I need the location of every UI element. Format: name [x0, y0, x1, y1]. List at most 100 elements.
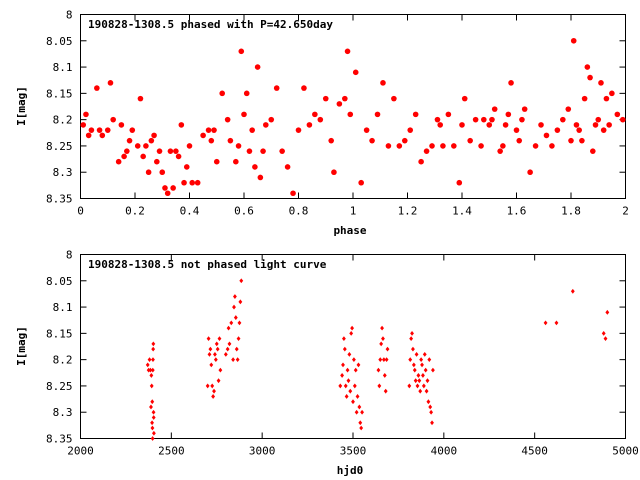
unphased-data-point: [239, 278, 244, 284]
phased-data-point: [80, 122, 87, 128]
phased-data-point: [145, 169, 152, 176]
unphased-data-point: [237, 320, 242, 326]
phased-x-tick-label: 1.6: [507, 205, 527, 218]
phased-data-points: [80, 37, 626, 197]
unphased-data-point: [412, 367, 417, 373]
unphased-data-point: [214, 341, 219, 347]
phased-data-point: [456, 179, 463, 186]
unphased-data-point: [605, 309, 610, 315]
phased-data-point: [440, 143, 446, 149]
phased-data-point: [554, 127, 561, 133]
phased-data-point: [88, 127, 95, 133]
unphased-data-point: [418, 388, 423, 394]
phased-data-point: [219, 90, 225, 97]
phased-data-point: [407, 127, 414, 133]
unphased-data-point: [151, 346, 156, 352]
unphased-data-point: [340, 373, 345, 378]
phased-data-point: [369, 137, 375, 144]
phased-x-tick-label: 1.2: [398, 205, 418, 218]
phased-data-point: [614, 111, 621, 118]
phased-data-point: [538, 122, 544, 128]
phased-data-point: [170, 185, 176, 191]
phased-data-point: [527, 169, 533, 176]
unphased-data-point: [342, 346, 347, 352]
phased-data-point: [418, 158, 424, 165]
unphased-data-point: [150, 436, 155, 441]
phased-data-point: [151, 132, 157, 139]
unphased-data-point: [218, 367, 223, 373]
phased-data-point: [342, 95, 348, 102]
phased-data-point: [472, 116, 479, 123]
unphased-x-tick-label: 2000: [67, 445, 94, 458]
phased-data-point: [205, 127, 212, 133]
unphased-y-tick-label: 8.35: [46, 433, 73, 446]
phased-data-point: [83, 111, 89, 118]
unphased-data-point: [350, 325, 355, 331]
phased-data-point: [238, 48, 245, 55]
phased-data-point: [391, 95, 397, 102]
phased-x-tick-label: 0.6: [234, 205, 254, 218]
phased-data-point: [500, 143, 506, 149]
phased-data-point: [401, 137, 408, 144]
phased-x-axis-label: phase: [333, 224, 366, 237]
unphased-data-point: [150, 367, 155, 373]
phased-data-point: [167, 148, 174, 154]
unphased-data-point: [429, 409, 434, 415]
unphased-data-point: [151, 341, 156, 347]
phased-data-point: [352, 69, 359, 76]
phased-data-point: [164, 190, 171, 197]
phased-y-tick-label: 8.15: [46, 87, 73, 100]
unphased-data-point: [382, 373, 387, 378]
unphased-data-point: [413, 378, 418, 384]
phased-data-point: [178, 122, 185, 128]
unphased-data-point: [570, 288, 575, 294]
unphased-data-point: [380, 325, 384, 331]
unphased-data-point: [359, 425, 364, 431]
phased-x-tick-label: 1: [350, 205, 357, 218]
unphased-data-point: [376, 367, 381, 373]
unphased-data-point: [150, 420, 154, 426]
unphased-data-point: [352, 383, 357, 389]
phased-data-point: [380, 80, 386, 86]
unphased-data-point: [411, 346, 415, 352]
unphased-chart: 190828-1308.5 not phased light curve 8 8.…: [15, 249, 639, 478]
phased-data-point: [579, 137, 585, 144]
phased-data-point: [481, 116, 487, 123]
phased-data-point: [600, 127, 607, 133]
unphased-data-point: [383, 388, 388, 394]
phased-data-point: [336, 101, 343, 107]
unphased-data-point: [210, 383, 215, 389]
phased-y-tick-label: 8: [66, 9, 73, 22]
unphased-data-point: [543, 320, 548, 326]
unphased-data-point: [425, 378, 430, 384]
phased-data-point: [489, 116, 495, 123]
phased-data-point: [549, 143, 555, 149]
phased-x-tick-label: 0: [77, 205, 84, 218]
phased-data-point: [137, 95, 144, 102]
unphased-data-point: [426, 399, 431, 405]
unphased-data-point: [234, 346, 239, 352]
phased-data-point: [595, 116, 602, 123]
phased-y-tick-label: 8.35: [46, 193, 73, 206]
unphased-data-point: [415, 383, 420, 389]
unphased-data-point: [346, 378, 351, 384]
phased-data-point: [516, 137, 523, 144]
unphased-data-point: [151, 430, 156, 436]
unphased-data-point: [217, 336, 222, 342]
phased-data-point: [290, 190, 296, 197]
unphased-data-point: [423, 367, 428, 373]
phased-data-point: [434, 116, 441, 123]
unphased-data-point: [360, 409, 365, 415]
phased-data-point: [568, 137, 574, 144]
phased-data-point: [121, 153, 127, 160]
phased-data-point: [94, 85, 100, 91]
phased-data-point: [347, 111, 354, 118]
phased-y-tick-label: 8.2: [53, 114, 73, 127]
phased-data-point: [590, 148, 596, 154]
phased-y-axis-label: I[mag]: [15, 86, 28, 126]
phased-data-point: [186, 143, 193, 149]
unphased-data-point: [377, 383, 382, 389]
phased-y-tick-label: 8.3: [53, 166, 73, 179]
unphased-data-point: [229, 320, 234, 326]
phased-data-point: [118, 122, 125, 128]
